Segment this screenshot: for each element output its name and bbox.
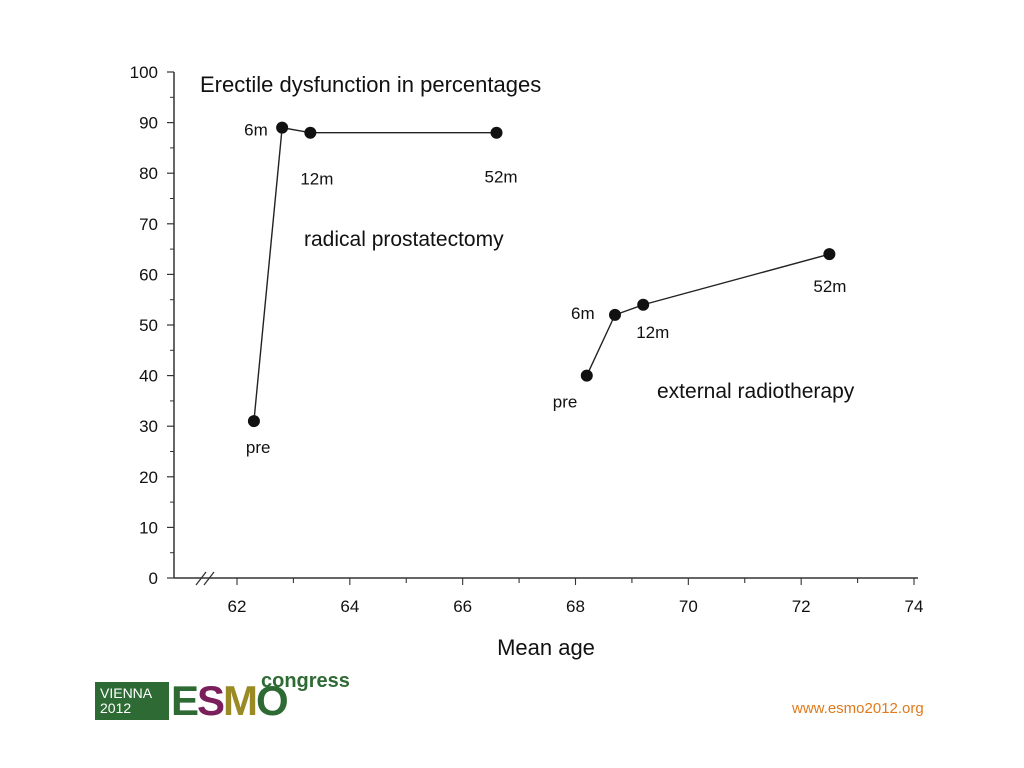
logo-letter-s: S: [197, 677, 225, 724]
data-point: [276, 121, 289, 134]
data-point: [490, 126, 503, 139]
point-label: 6m: [571, 304, 595, 323]
logo-letter-m: M: [223, 677, 258, 724]
x-tick-label: 64: [340, 597, 359, 616]
axes: 0 10 20 30 40 50 60 70 80 90 100 62 64 66 68 70 72 74: [130, 63, 924, 616]
x-axis-label: Mean age: [497, 635, 595, 660]
data-point: [608, 308, 621, 321]
y-tick-label: 50: [139, 316, 158, 335]
data-point: [823, 248, 836, 261]
chart: 0 10 20 30 40 50 60 70 80 90 100 62 64 66 68 70 72 74 pre…: [130, 63, 924, 660]
y-tick-label: 80: [139, 164, 158, 183]
y-tick-label: 90: [139, 114, 158, 133]
data-point: [247, 415, 260, 428]
esmo-logo: VIENNA 2012 ESMO congress: [95, 670, 355, 726]
logo-congress-word: congress: [261, 670, 350, 692]
logo-letter-e: E: [171, 677, 199, 724]
logo-city: VIENNA: [100, 685, 153, 701]
logo-esmo-wordmark: ESMO: [171, 677, 289, 724]
point-label: 12m: [300, 170, 333, 189]
y-tick-label: 0: [149, 569, 158, 588]
point-label: 52m: [485, 168, 518, 187]
y-tick-label: 70: [139, 215, 158, 234]
footer-url[interactable]: www.esmo2012.org: [792, 700, 924, 717]
chart-title: Erectile dysfunction in percentages: [200, 72, 541, 97]
point-label: 6m: [244, 121, 268, 140]
axis-break-mark: [203, 571, 215, 586]
series-name-external-radiotherapy: external radiotherapy: [657, 380, 855, 403]
data-point: [304, 126, 317, 139]
x-tick-label: 66: [453, 597, 472, 616]
y-tick-label: 10: [139, 518, 158, 537]
series-layer: pre 6m 12m 52m pre 6m 12m 52m: [244, 121, 846, 457]
x-tick-label: 74: [905, 597, 924, 616]
y-tick-label: 20: [139, 468, 158, 487]
logo-city-box: VIENNA 2012: [95, 682, 169, 720]
series-name-radical-prostatectomy: radical prostatectomy: [304, 228, 504, 251]
x-tick-label: 62: [228, 597, 247, 616]
y-tick-label: 100: [130, 63, 158, 82]
series-line-1: [586, 253, 830, 376]
y-tick-label: 30: [139, 417, 158, 436]
point-label: 12m: [636, 323, 669, 342]
data-point: [637, 298, 650, 311]
logo-year: 2012: [100, 700, 132, 716]
point-label: pre: [246, 438, 271, 457]
logo-letter-o: O: [256, 677, 289, 724]
series-line-0: [253, 126, 497, 422]
data-point: [580, 369, 593, 382]
x-tick-label: 70: [679, 597, 698, 616]
x-tick-label: 72: [792, 597, 811, 616]
x-tick-label: 68: [566, 597, 585, 616]
y-tick-label: 60: [139, 265, 158, 284]
point-label: 52m: [813, 277, 846, 296]
axis-break-mark: [195, 571, 207, 586]
point-label: pre: [553, 393, 578, 412]
y-tick-label: 40: [139, 367, 158, 386]
